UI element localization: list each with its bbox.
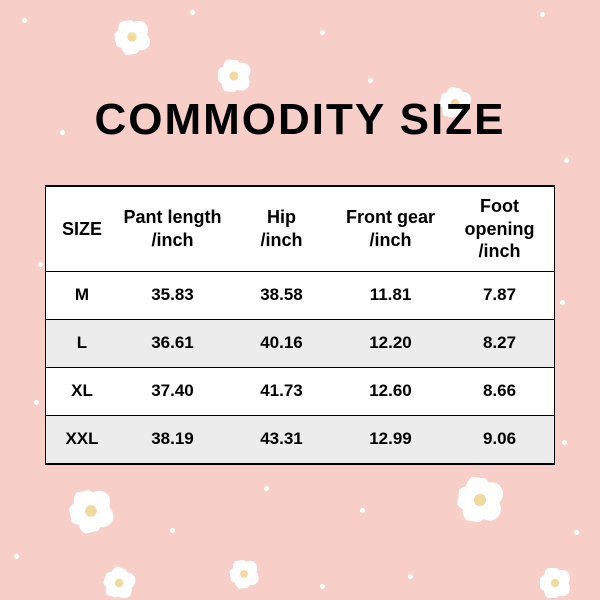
cell: 12.20 (336, 319, 445, 367)
col-size: SIZE (46, 187, 118, 272)
table-header-row: SIZE Pant length/inch Hip/inch Front gea… (46, 187, 554, 272)
col-foot-opening: Foot opening/inch (445, 187, 554, 272)
cell: 37.40 (118, 367, 227, 415)
table-row: L 36.61 40.16 12.20 8.27 (46, 319, 554, 367)
col-hip: Hip/inch (227, 187, 336, 272)
cell: 8.27 (445, 319, 554, 367)
cell: 8.66 (445, 367, 554, 415)
cell: 43.31 (227, 415, 336, 463)
table-row: XXL 38.19 43.31 12.99 9.06 (46, 415, 554, 463)
cell: 38.19 (118, 415, 227, 463)
page-title: COMMODITY SIZE (95, 95, 506, 145)
col-pant-length: Pant length/inch (118, 187, 227, 272)
col-front-gear: Front gear/inch (336, 187, 445, 272)
cell-size: XL (46, 367, 118, 415)
cell: 12.60 (336, 367, 445, 415)
cell: 9.06 (445, 415, 554, 463)
cell: 36.61 (118, 319, 227, 367)
table-row: M 35.83 38.58 11.81 7.87 (46, 271, 554, 319)
cell-size: XXL (46, 415, 118, 463)
size-table: SIZE Pant length/inch Hip/inch Front gea… (46, 186, 554, 464)
cell: 40.16 (227, 319, 336, 367)
size-table-container: SIZE Pant length/inch Hip/inch Front gea… (45, 185, 555, 465)
cell: 41.73 (227, 367, 336, 415)
cell: 11.81 (336, 271, 445, 319)
cell-size: M (46, 271, 118, 319)
table-row: XL 37.40 41.73 12.60 8.66 (46, 367, 554, 415)
cell: 38.58 (227, 271, 336, 319)
cell: 12.99 (336, 415, 445, 463)
cell-size: L (46, 319, 118, 367)
cell: 7.87 (445, 271, 554, 319)
cell: 35.83 (118, 271, 227, 319)
